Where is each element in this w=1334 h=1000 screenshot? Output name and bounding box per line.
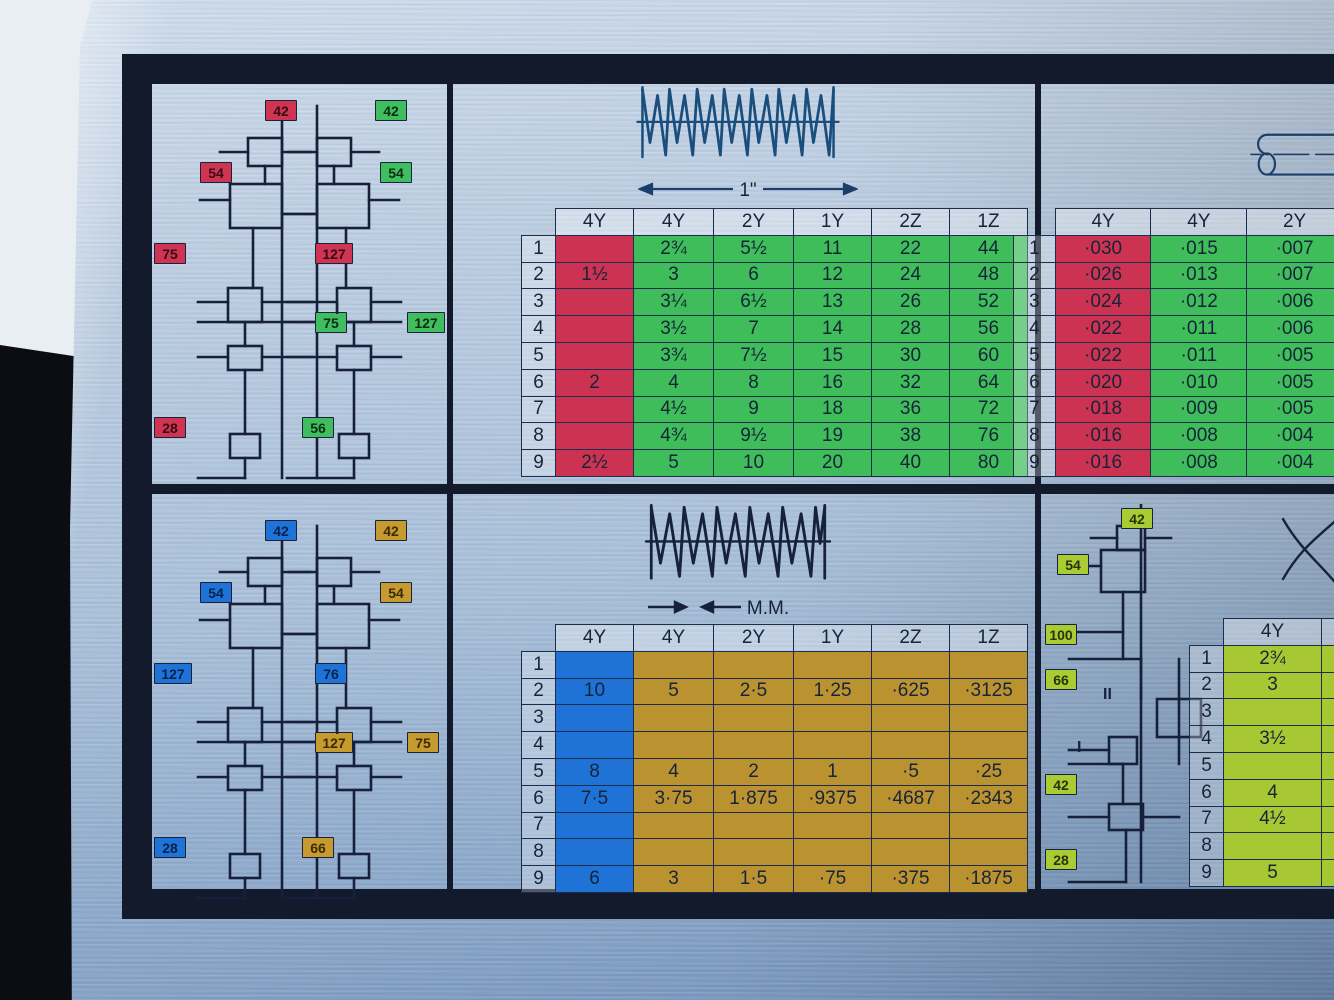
svg-text:1": 1" [739, 180, 756, 201]
svg-text:M.M.: M.M. [747, 598, 789, 619]
